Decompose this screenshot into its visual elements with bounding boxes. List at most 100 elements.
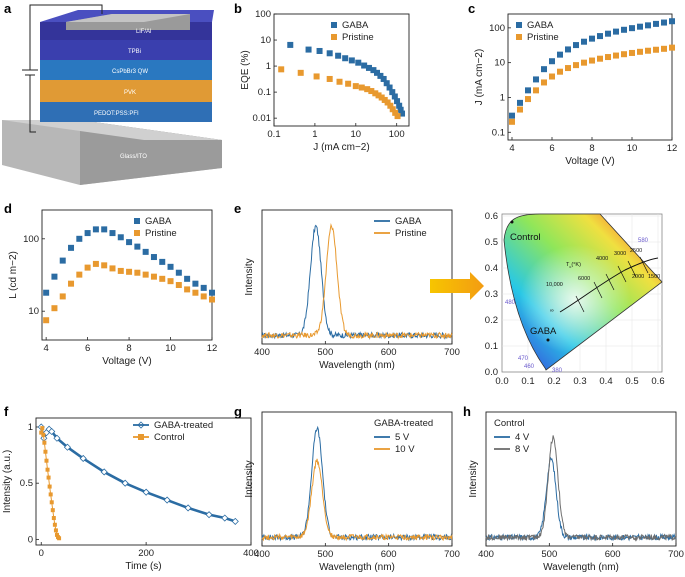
planckian-locus: [559, 257, 659, 313]
tpbi-layer: [40, 40, 212, 60]
panel-a: a LiF/Al TPBi: [2, 1, 222, 185]
x-tick-label: 400: [478, 549, 494, 560]
x-axis-label: Wavelength (nm): [319, 562, 395, 573]
legend-entry: Control: [154, 432, 185, 443]
x-tick-label: 400: [254, 549, 270, 560]
data-point: [669, 18, 675, 25]
cie-label-gaba: GABA: [530, 326, 557, 337]
data-point: [52, 522, 57, 527]
plot-frame: [41, 209, 213, 341]
data-point: [231, 517, 239, 525]
data-point: [613, 52, 619, 59]
data-point: [637, 48, 643, 55]
data-point: [629, 49, 635, 56]
y-axis-label: J (mA cm−2): [474, 49, 485, 105]
data-point: [342, 55, 349, 62]
wl-480: 480: [505, 300, 516, 306]
data-point: [278, 66, 285, 73]
x-tick-label: 10: [165, 343, 176, 354]
data-point: [84, 264, 91, 271]
data-point: [41, 432, 46, 437]
legend-entry: Pristine: [145, 228, 177, 239]
data-point: [192, 280, 199, 287]
panel-g: g Wavelength (nm) Intensity 400 500 600 700 GAB…: [234, 404, 460, 573]
qw-layer: [40, 60, 212, 80]
data-point: [150, 254, 157, 261]
data-point: [557, 51, 563, 58]
x-tick-label: 700: [444, 347, 460, 358]
cie-x-tick: 0.0: [495, 376, 508, 387]
data-point: [59, 293, 66, 300]
series-line-gaba-treated: [39, 426, 236, 523]
data-point: [175, 269, 182, 276]
panel-label-f: f: [4, 404, 9, 419]
data-point: [46, 475, 51, 480]
data-point: [51, 273, 58, 280]
y-tick-label: 0.01: [253, 113, 272, 124]
wl-470: 470: [518, 356, 529, 362]
spectrum-5-v: [261, 425, 453, 542]
data-point: [326, 75, 333, 82]
x-tick-label: 600: [381, 347, 397, 358]
data-point: [549, 73, 555, 80]
data-point: [525, 96, 531, 103]
data-point: [605, 30, 611, 37]
data-point: [383, 80, 390, 87]
x-axis-label: J (mA cm−2): [313, 142, 369, 153]
data-point: [621, 51, 627, 58]
y-tick-label: 10: [494, 58, 505, 69]
panel-h: h Wavelength (nm) Intensity 400 500 600 700 Con…: [463, 404, 684, 573]
plot-frame: [35, 417, 252, 546]
data-point: [597, 33, 603, 40]
x-tick-label: 200: [138, 548, 154, 559]
wl-580: 580: [638, 238, 649, 244]
x-tick-label: 8: [126, 343, 131, 354]
y-axis-label: Intensity: [244, 460, 255, 497]
data-point: [336, 78, 343, 85]
data-point: [200, 284, 207, 291]
y-tick-label: 0: [28, 534, 33, 545]
data-point: [378, 94, 385, 101]
data-point: [184, 275, 191, 282]
y-axis-label: Intensity (a.u.): [2, 450, 13, 513]
data-point: [653, 46, 659, 53]
legend-entry: GABA: [145, 216, 172, 227]
panel-b: b J (mA cm−2) EQE (%) 0.1 1 10 100 0.01 0.1 1 10 10…: [234, 1, 410, 153]
temp-3000: 3000: [614, 251, 626, 257]
y-tick-label: 0.1: [492, 127, 505, 138]
x-axis-label: Time (s): [125, 561, 161, 572]
panel-label-b: b: [234, 1, 242, 16]
data-point: [549, 58, 555, 65]
x-tick-label: 8: [589, 143, 594, 154]
cie-y-tick: 0.6: [485, 211, 498, 222]
x-tick-label: 12: [207, 343, 218, 354]
data-point: [134, 243, 141, 250]
y-axis-label: L (cd m−2): [8, 251, 19, 299]
data-point: [142, 248, 149, 255]
series-pristine: [509, 44, 675, 125]
plot-frame: [485, 411, 677, 547]
data-point: [541, 79, 547, 86]
data-point: [533, 87, 539, 94]
data-point: [134, 269, 141, 276]
x-tick-label: 600: [381, 549, 397, 560]
data-point: [653, 20, 659, 27]
data-point: [589, 57, 595, 64]
pvk-layer: [40, 80, 212, 102]
y-axis-label: EQE (%): [240, 50, 251, 89]
y-axis-label: Intensity: [244, 258, 255, 295]
data-point: [126, 239, 133, 246]
data-point: [126, 268, 133, 275]
data-point: [637, 23, 643, 30]
data-point: [355, 59, 362, 66]
data-point: [159, 275, 166, 282]
cie-point-gaba: [546, 338, 550, 342]
spectrum-8-v: [485, 435, 677, 542]
data-point: [525, 87, 531, 94]
x-tick-label: 100: [389, 129, 405, 140]
series-gaba: [287, 41, 406, 117]
data-point: [384, 99, 391, 106]
x-tick-label: 6: [85, 343, 90, 354]
data-point: [348, 57, 355, 64]
data-point: [42, 440, 47, 445]
